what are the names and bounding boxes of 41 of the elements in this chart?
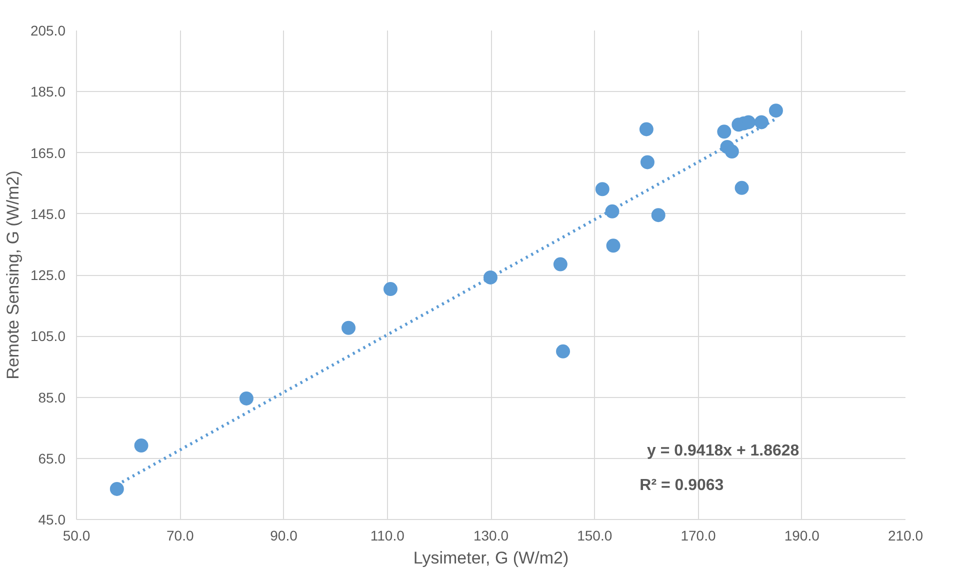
annotation: R² = 0.9063: [640, 476, 724, 494]
annotation: y = 0.9418x + 1.8628: [647, 442, 800, 460]
point: [640, 155, 654, 170]
y-tick-label: 105.0: [30, 328, 66, 344]
x-tick-label: 190.0: [784, 528, 820, 544]
point: [483, 270, 498, 284]
x-tick-label: 70.0: [166, 528, 194, 544]
point: [556, 344, 570, 358]
x-tick-label: 50.0: [62, 528, 90, 544]
y-tick-label: 85.0: [38, 389, 66, 406]
point: [639, 122, 654, 136]
y-tick-label: 145.0: [30, 206, 66, 222]
point: [595, 182, 610, 196]
point: [553, 257, 568, 272]
x-tick-label: 170.0: [680, 528, 716, 544]
point: [239, 391, 254, 406]
point: [724, 144, 739, 159]
y-tick-label: 65.0: [38, 450, 66, 466]
x-tick-label: 130.0: [473, 528, 509, 544]
x-tick-label: 90.0: [270, 528, 298, 544]
point: [134, 438, 148, 453]
y-tick-label: 45.0: [38, 512, 66, 528]
y-tick-label: 125.0: [30, 267, 66, 283]
point: [754, 115, 768, 130]
x-tick-label: 150.0: [577, 528, 612, 544]
point: [606, 238, 620, 253]
y-tick-label: 165.0: [30, 144, 66, 161]
y-axis-title: Remote Sensing, G (W/m2): [3, 170, 22, 380]
x-tick-label: 110.0: [370, 528, 405, 544]
point: [110, 482, 124, 496]
x-tick-label: 210.0: [888, 528, 924, 544]
point: [383, 282, 398, 296]
y-tick-label: 185.0: [30, 84, 66, 100]
point: [605, 204, 620, 218]
point: [768, 104, 783, 118]
point: [717, 124, 732, 139]
x-axis-title: Lysimeter, G (W/m2): [413, 548, 569, 568]
point: [651, 208, 666, 222]
y-tick-label: 205.0: [30, 22, 66, 38]
point: [342, 320, 356, 335]
point: [734, 180, 749, 195]
